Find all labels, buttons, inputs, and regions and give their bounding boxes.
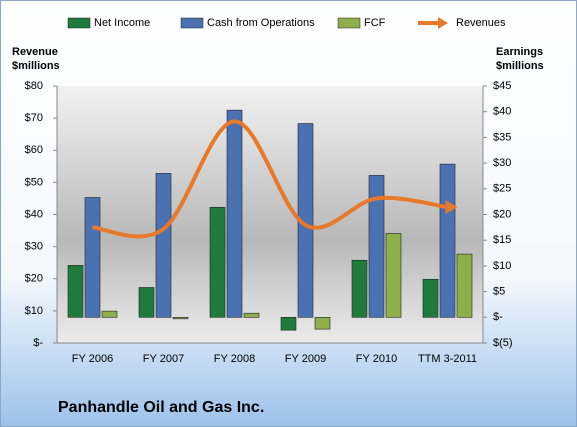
legend-swatch — [180, 17, 204, 29]
plot-area — [57, 86, 483, 343]
y2-tick-label: $30 — [493, 157, 511, 169]
y2-tick-label: $40 — [493, 106, 511, 118]
y2-label: Earnings — [496, 46, 543, 58]
y-tick-label: $40 — [25, 208, 43, 220]
y-tick-label: $20 — [25, 273, 43, 285]
bar — [385, 233, 402, 318]
x-tick-label: TTM 3-2011 — [418, 353, 477, 365]
bar — [172, 316, 189, 320]
x-tick-label: FY 2007 — [143, 353, 184, 365]
bar — [138, 287, 155, 318]
y-tick-label: $10 — [25, 305, 43, 317]
bar — [422, 278, 439, 318]
y2-tick-label: $15 — [493, 234, 511, 246]
y-tick-label: $30 — [25, 241, 43, 253]
x-tick-label: FY 2006 — [72, 353, 113, 365]
legend-label: Net Income — [94, 17, 150, 29]
y-tick-label: $70 — [25, 112, 43, 124]
y2-tick-label: $20 — [493, 208, 511, 220]
chart-title: Panhandle Oil and Gas Inc. — [58, 399, 264, 416]
bar — [351, 259, 368, 318]
bar — [155, 173, 172, 318]
legend-swatch — [438, 17, 448, 29]
y2-tick-label: $35 — [493, 131, 511, 143]
bar — [226, 109, 243, 318]
y-label: Revenue — [12, 46, 58, 58]
bar — [368, 175, 385, 318]
bar — [209, 207, 226, 318]
legend-label: Cash from Operations — [207, 17, 315, 29]
bar — [439, 163, 456, 318]
bar — [243, 312, 260, 318]
bar — [67, 265, 84, 318]
legend-swatch — [67, 17, 91, 29]
bar — [314, 316, 331, 330]
bar — [456, 253, 473, 318]
legend-label: FCF — [364, 17, 386, 29]
y2-label: $millions — [496, 60, 544, 72]
y2-tick-label: $45 — [493, 80, 511, 92]
bar — [84, 197, 101, 318]
y-tick-label: $- — [33, 337, 43, 349]
y-tick-label: $60 — [25, 144, 43, 156]
x-tick-label: FY 2009 — [285, 353, 326, 365]
x-tick-label: FY 2010 — [356, 353, 397, 365]
y2-tick-label: $25 — [493, 183, 511, 195]
bar — [101, 310, 118, 318]
bar — [280, 316, 297, 331]
y-tick-label: $80 — [25, 80, 43, 92]
line — [92, 119, 448, 239]
y-label: $millions — [12, 60, 60, 72]
x-tick-label: FY 2008 — [214, 353, 255, 365]
y2-tick-label: $(5) — [493, 337, 513, 349]
y-tick-label: $50 — [25, 176, 43, 188]
y2-tick-label: $- — [493, 311, 503, 323]
legend-swatch — [337, 17, 361, 29]
arrow-head — [445, 200, 458, 215]
legend-label: Revenues — [456, 17, 506, 29]
y2-tick-label: $10 — [493, 260, 511, 272]
y2-tick-label: $5 — [493, 286, 505, 298]
